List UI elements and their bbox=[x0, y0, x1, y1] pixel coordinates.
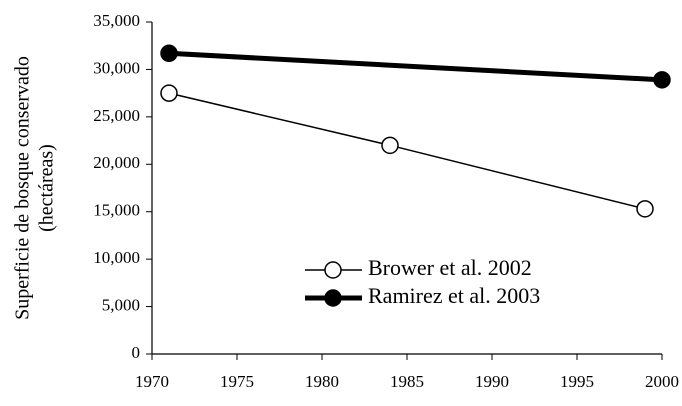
x-tick-label: 1980 bbox=[305, 372, 339, 391]
y-tick-label: 30,000 bbox=[93, 58, 140, 77]
series-line bbox=[168, 50, 663, 83]
marker bbox=[381, 136, 399, 155]
marker bbox=[653, 71, 671, 89]
legend-label: Ramirez et al. 2003 bbox=[368, 283, 540, 308]
x-tick-label: 1970 bbox=[135, 372, 169, 391]
series-line bbox=[168, 92, 646, 210]
x-tick-label: 1985 bbox=[390, 372, 424, 391]
y-tick-label: 15,000 bbox=[93, 201, 140, 220]
x-tick-label: 1975 bbox=[220, 372, 254, 391]
x-tick-label: 2000 bbox=[645, 372, 679, 391]
marker bbox=[160, 44, 178, 63]
y-tick-label: 20,000 bbox=[93, 153, 140, 172]
y-tick-label: 0 bbox=[132, 343, 141, 362]
legend-marker bbox=[324, 261, 342, 279]
y-tick-label: 5,000 bbox=[102, 295, 140, 314]
marker bbox=[160, 84, 178, 102]
y-tick-label: 35,000 bbox=[93, 11, 140, 30]
x-tick-label: 1995 bbox=[560, 372, 594, 391]
y-axis-label: Superficie de bosque conservado bbox=[12, 56, 34, 320]
y-tick-label: 25,000 bbox=[93, 106, 140, 125]
y-axis-label: (hectáreas) bbox=[36, 144, 58, 232]
x-tick-label: 1990 bbox=[475, 372, 509, 391]
y-tick-label: 10,000 bbox=[93, 248, 140, 267]
marker bbox=[636, 200, 654, 218]
legend-marker bbox=[324, 289, 342, 307]
legend-label: Brower et al. 2002 bbox=[368, 255, 532, 280]
